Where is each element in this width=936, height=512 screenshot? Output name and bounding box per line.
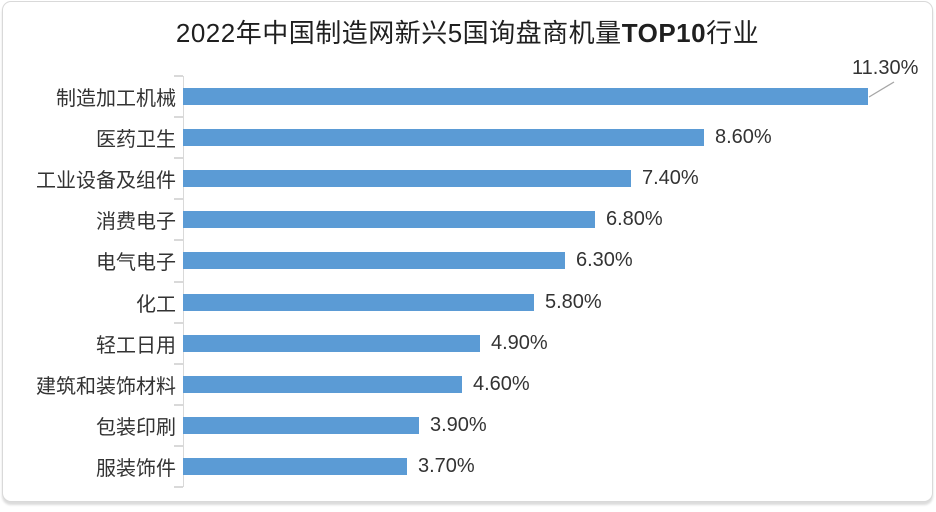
category-label: 化工 — [136, 293, 176, 316]
bar-row: 医药卫生 8.60% — [3, 117, 932, 158]
chart-card: 2022年中国制造网新兴5国询盘商机量TOP10行业 制造加工机械医药卫生 8.6… — [2, 1, 933, 502]
bar — [183, 416, 419, 434]
axis-tick — [174, 403, 183, 406]
category-label: 电气电子 — [96, 252, 176, 275]
bar-track: 5.80% — [183, 282, 932, 323]
bar-track: 4.60% — [183, 364, 932, 405]
axis-tick — [174, 198, 183, 201]
bar-row: 建筑和装饰材料 4.60% — [3, 364, 932, 405]
value-label: 3.90% — [430, 413, 487, 436]
axis-tick — [174, 444, 183, 447]
bar-track: 6.80% — [183, 199, 932, 240]
chart-title-bold: TOP10 — [621, 18, 707, 48]
axis-tick — [174, 486, 183, 488]
bar — [183, 334, 480, 352]
value-label: 3.70% — [418, 454, 475, 477]
bar-row: 消费电子 6.80% — [3, 199, 932, 240]
bar — [183, 252, 565, 270]
bar — [183, 170, 631, 188]
bar — [183, 457, 407, 475]
value-label: 7.40% — [642, 167, 699, 190]
axis-tick — [174, 75, 183, 77]
bar-row: 服装饰件 3.70% — [3, 446, 932, 487]
category-label: 服装饰件 — [96, 457, 176, 480]
y-axis-line — [183, 76, 184, 487]
bar — [183, 293, 534, 311]
axis-tick — [174, 116, 183, 119]
category-label: 轻工日用 — [96, 334, 176, 357]
chart-title: 2022年中国制造网新兴5国询盘商机量TOP10行业 — [3, 16, 932, 50]
category-label: 消费电子 — [96, 211, 176, 234]
bar-row: 制造加工机械 — [3, 76, 932, 117]
category-label: 工业设备及组件 — [36, 170, 176, 193]
value-label: 4.90% — [491, 331, 548, 354]
bar-track: 4.90% — [183, 323, 932, 364]
axis-tick — [174, 280, 183, 283]
bar-row: 电气电子 6.30% — [3, 240, 932, 281]
axis-tick — [174, 321, 183, 324]
bar-track — [183, 76, 932, 117]
bar-track: 7.40% — [183, 158, 932, 199]
bar — [183, 129, 704, 147]
value-label: 8.60% — [715, 126, 772, 149]
category-label: 建筑和装饰材料 — [36, 375, 176, 398]
value-label: 6.80% — [606, 208, 663, 231]
bar-row: 包装印刷 3.90% — [3, 405, 932, 446]
chart-title-suffix: 行业 — [706, 18, 760, 48]
bar-track: 3.90% — [183, 405, 932, 446]
bar-chart: 制造加工机械医药卫生 8.60% 工业设备及组件 7.40% 消费电子 6.80% 电气电子… — [3, 75, 932, 488]
axis-tick — [174, 157, 183, 160]
bar-row: 轻工日用 4.90% — [3, 323, 932, 364]
value-label: 5.80% — [545, 290, 602, 313]
leader-line — [868, 81, 895, 98]
axis-tick — [174, 239, 183, 242]
bar — [183, 375, 462, 393]
chart-title-prefix: 2022年中国制造网新兴5国询盘商机量 — [175, 18, 622, 48]
value-label: 4.60% — [473, 372, 530, 395]
callout-value-label: 11.30% — [852, 57, 919, 79]
bar-row: 化工 5.80% — [3, 282, 932, 323]
bar-track: 3.70% — [183, 446, 932, 487]
category-label: 制造加工机械 — [56, 88, 176, 110]
bar-track: 8.60% — [183, 117, 932, 158]
category-label: 包装印刷 — [96, 416, 176, 439]
value-label: 6.30% — [576, 249, 633, 272]
bar-track: 6.30% — [183, 240, 932, 281]
axis-tick — [174, 362, 183, 365]
bar-row: 工业设备及组件 7.40% — [3, 158, 932, 199]
bar — [183, 88, 868, 105]
bar — [183, 211, 595, 229]
category-label: 医药卫生 — [96, 129, 176, 152]
